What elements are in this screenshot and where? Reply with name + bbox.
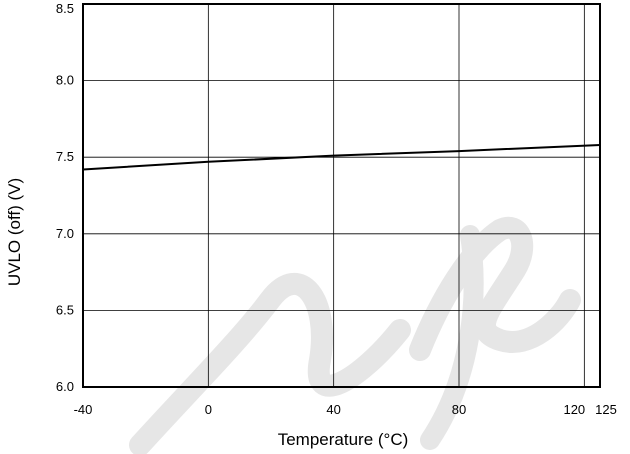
watermark-stroke-1 — [129, 273, 411, 454]
watermark-stroke-3 — [420, 225, 484, 450]
x-tick-label: 80 — [452, 402, 466, 417]
x-tick-label: -40 — [74, 402, 93, 417]
y-tick-label: 7.5 — [56, 149, 74, 164]
y-tick-label: 7.0 — [56, 226, 74, 241]
x-tick-labels: -40 0 40 80 120 125 — [74, 402, 617, 417]
y-tick-labels: 6.0 6.5 7.0 7.5 8.0 8.5 — [56, 1, 74, 394]
x-tick-label: 40 — [326, 402, 340, 417]
data-series — [82, 143, 601, 171]
watermark — [129, 216, 581, 454]
series-line — [82, 143, 601, 171]
y-tick-label: 8.5 — [56, 1, 74, 16]
plot-frame — [82, 3, 601, 388]
watermark-stroke-2 — [409, 216, 581, 361]
x-tick-label: 125 — [595, 402, 617, 417]
x-axis-title: Temperature (°C) — [278, 430, 409, 449]
y-tick-label: 8.0 — [56, 73, 74, 88]
y-tick-label: 6.5 — [56, 302, 74, 317]
x-tick-label: 120 — [563, 402, 585, 417]
y-tick-label: 6.0 — [56, 379, 74, 394]
grid — [83, 4, 600, 387]
x-tick-label: 0 — [205, 402, 212, 417]
y-axis-title: UVLO (off) (V) — [5, 178, 24, 286]
